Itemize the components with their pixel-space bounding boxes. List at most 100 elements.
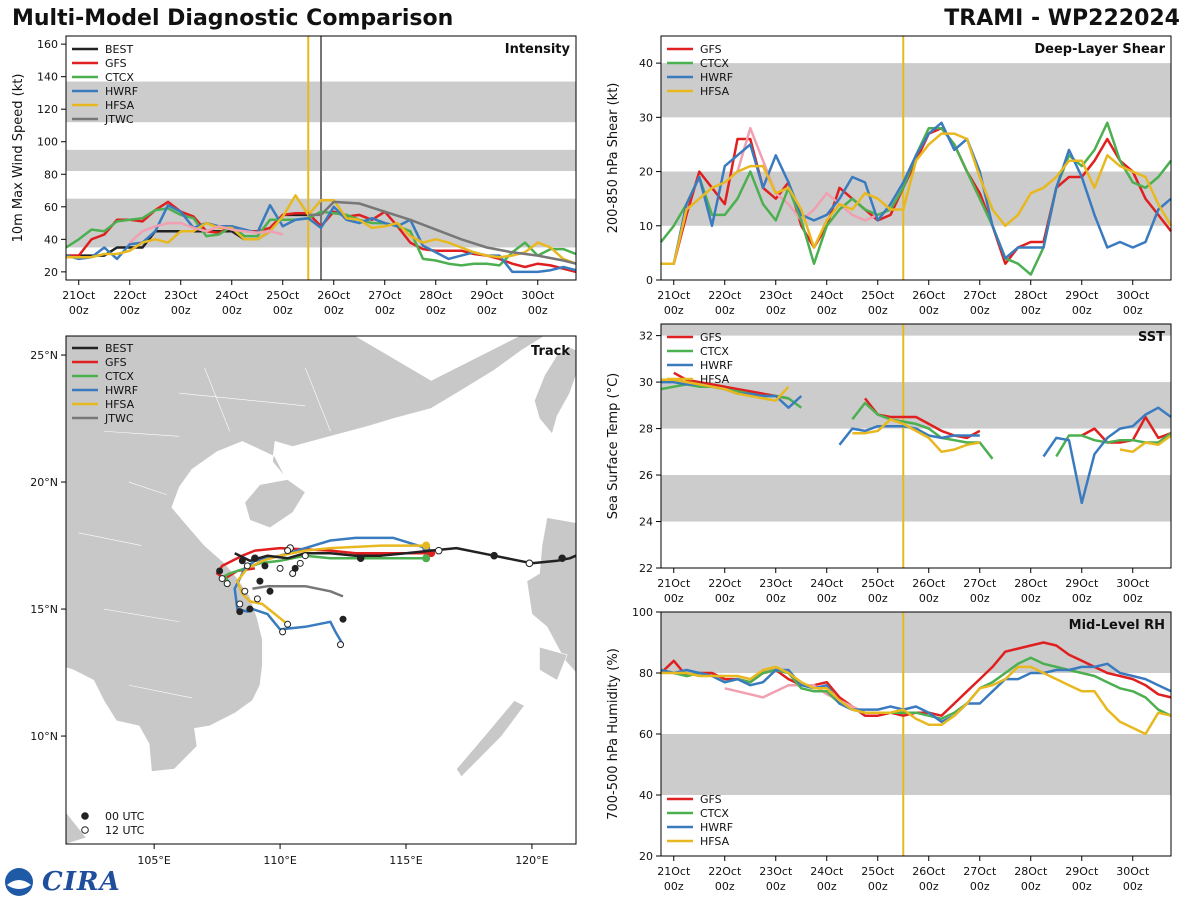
- track-marker-12utc: [236, 600, 244, 608]
- hainan-island: [244, 479, 306, 529]
- legend-label: JTWC: [104, 113, 134, 126]
- shaded-band: [661, 324, 1171, 336]
- x-tick-label: 25Oct 00z: [861, 577, 895, 605]
- x-tick-label: 27Oct 00z: [368, 289, 402, 317]
- best-marker-12utc: [525, 559, 534, 568]
- legend-label: HFSA: [700, 373, 730, 386]
- track-marker-12utc: [223, 580, 231, 588]
- plot-frame: [660, 35, 1172, 281]
- panel-title: Deep-Layer Shear: [1034, 42, 1165, 57]
- y-tick-label: 32: [639, 330, 653, 343]
- track-marker-12utc: [241, 587, 249, 595]
- x-tick-label: 21Oct 00z: [657, 577, 691, 605]
- province-border: [103, 430, 180, 437]
- best-marker-00utc: [251, 554, 259, 563]
- y-tick-label: 10: [639, 220, 653, 233]
- legend-label: HWRF: [700, 359, 733, 372]
- province-border: [204, 367, 230, 432]
- palawan-island: [456, 700, 525, 778]
- track-marker-12utc: [243, 562, 251, 570]
- series-line-gfs_early: [128, 221, 284, 244]
- lat-tick-label: 10°N: [30, 730, 58, 743]
- x-tick-label: 29Oct 00z: [1065, 289, 1099, 317]
- y-tick-label: 60: [639, 728, 653, 741]
- cira-logo: CIRA: [4, 866, 121, 898]
- lon-tick-label: 115°E: [389, 854, 422, 867]
- lat-tick-label: 20°N: [30, 476, 58, 489]
- series-line-hwrf: [1042, 406, 1172, 505]
- y-axis-label: 700-500 hPa Humidity (%): [606, 648, 621, 820]
- track-map: 105°E 110°E 115°E 120°E 10°N 15°N 20°N 25°N Trac…: [30, 335, 577, 867]
- x-tick-label: 27Oct 00z: [963, 865, 997, 893]
- luzon-island: [526, 517, 577, 674]
- x-tick-label: 30Oct 00z: [1116, 289, 1150, 317]
- province-border: [304, 367, 331, 432]
- legend-label: CTCX: [700, 345, 729, 358]
- legend-label: HWRF: [105, 85, 138, 98]
- legend-label: HFSA: [105, 398, 135, 411]
- mainland-landmass: [65, 335, 546, 772]
- x-tick-label: 26Oct 00z: [912, 577, 946, 605]
- legend-label: GFS: [105, 57, 127, 70]
- sst-chart: 22 24 26 28 30 32 21Oct 00z 22Oct 00z 23Oct 00z 24Oc…: [606, 323, 1172, 605]
- series-line-hwrf: [660, 662, 1172, 724]
- y-tick-label: 20: [639, 850, 653, 863]
- plot-frame: [65, 35, 577, 281]
- track-marker-12utc: [276, 564, 284, 572]
- series-line-hfsa: [661, 378, 790, 402]
- legend-label: CTCX: [700, 807, 729, 820]
- x-tick-label: 22Oct 00z: [708, 577, 742, 605]
- shaded-band: [661, 734, 1171, 795]
- series-line-hfsa: [661, 132, 1173, 265]
- y-tick-label: 20: [639, 166, 653, 179]
- track-start-marker: [422, 541, 431, 550]
- legend-label: JTWC: [104, 412, 134, 425]
- legend-label: CTCX: [105, 71, 134, 84]
- legend-label: BEST: [105, 342, 133, 355]
- y-tick-label: 24: [639, 516, 653, 529]
- x-tick-label: 22Oct 00z: [708, 865, 742, 893]
- y-tick-label: 140: [37, 71, 58, 84]
- x-tick-label: 29Oct 00z: [1065, 577, 1099, 605]
- track-marker-12utc: [279, 628, 287, 636]
- y-tick-label: 100: [632, 606, 653, 619]
- map-frame: [65, 335, 577, 845]
- best-marker-00utc: [558, 554, 566, 563]
- track-start-marker: [422, 554, 431, 563]
- panel-title: Mid-Level RH: [1069, 618, 1165, 633]
- lon-tick-label: 110°E: [263, 854, 296, 867]
- track-marker-12utc: [284, 620, 292, 628]
- best-marker-00utc: [490, 551, 498, 560]
- lon-tick-label: 120°E: [515, 854, 548, 867]
- province-border: [103, 608, 180, 623]
- legend-label: GFS: [105, 356, 127, 369]
- taiwan-island: [534, 347, 577, 435]
- x-tick-label: 29Oct 00z: [1065, 865, 1099, 893]
- track-marker-12utc: [284, 547, 292, 555]
- legend-label: CTCX: [105, 370, 134, 383]
- plot-frame: [660, 323, 1172, 569]
- x-tick-label: 24Oct 00z: [810, 865, 844, 893]
- y-tick-label: 100: [37, 136, 58, 149]
- series-line-hfsa: [661, 665, 1172, 736]
- x-tick-label: 24Oct 00z: [810, 289, 844, 317]
- legend-label: CTCX: [700, 57, 729, 70]
- x-tick-label: 21Oct 00z: [657, 289, 691, 317]
- x-tick-label: 28Oct 00z: [1014, 577, 1048, 605]
- track-marker-00utc: [291, 564, 299, 572]
- series-line-jtwc: [308, 200, 577, 265]
- track-marker-12utc: [218, 575, 226, 583]
- track-marker-00utc: [238, 557, 246, 565]
- y-tick-label: 40: [639, 789, 653, 802]
- x-tick-label: 21Oct 00z: [62, 289, 96, 317]
- province-border: [128, 684, 192, 699]
- series-line-hwrf: [661, 121, 1172, 265]
- y-tick-label: 22: [639, 562, 653, 575]
- track-line-jtwc: [252, 584, 344, 598]
- x-tick-label: 24Oct 00z: [810, 577, 844, 605]
- x-tick-label: 23Oct 00z: [759, 865, 793, 893]
- series-line-gfs_early: [724, 683, 866, 714]
- y-tick-label: 160: [37, 38, 58, 51]
- storm-title: TRAMI - WP222024: [944, 6, 1180, 31]
- panel-title: Intensity: [505, 42, 571, 57]
